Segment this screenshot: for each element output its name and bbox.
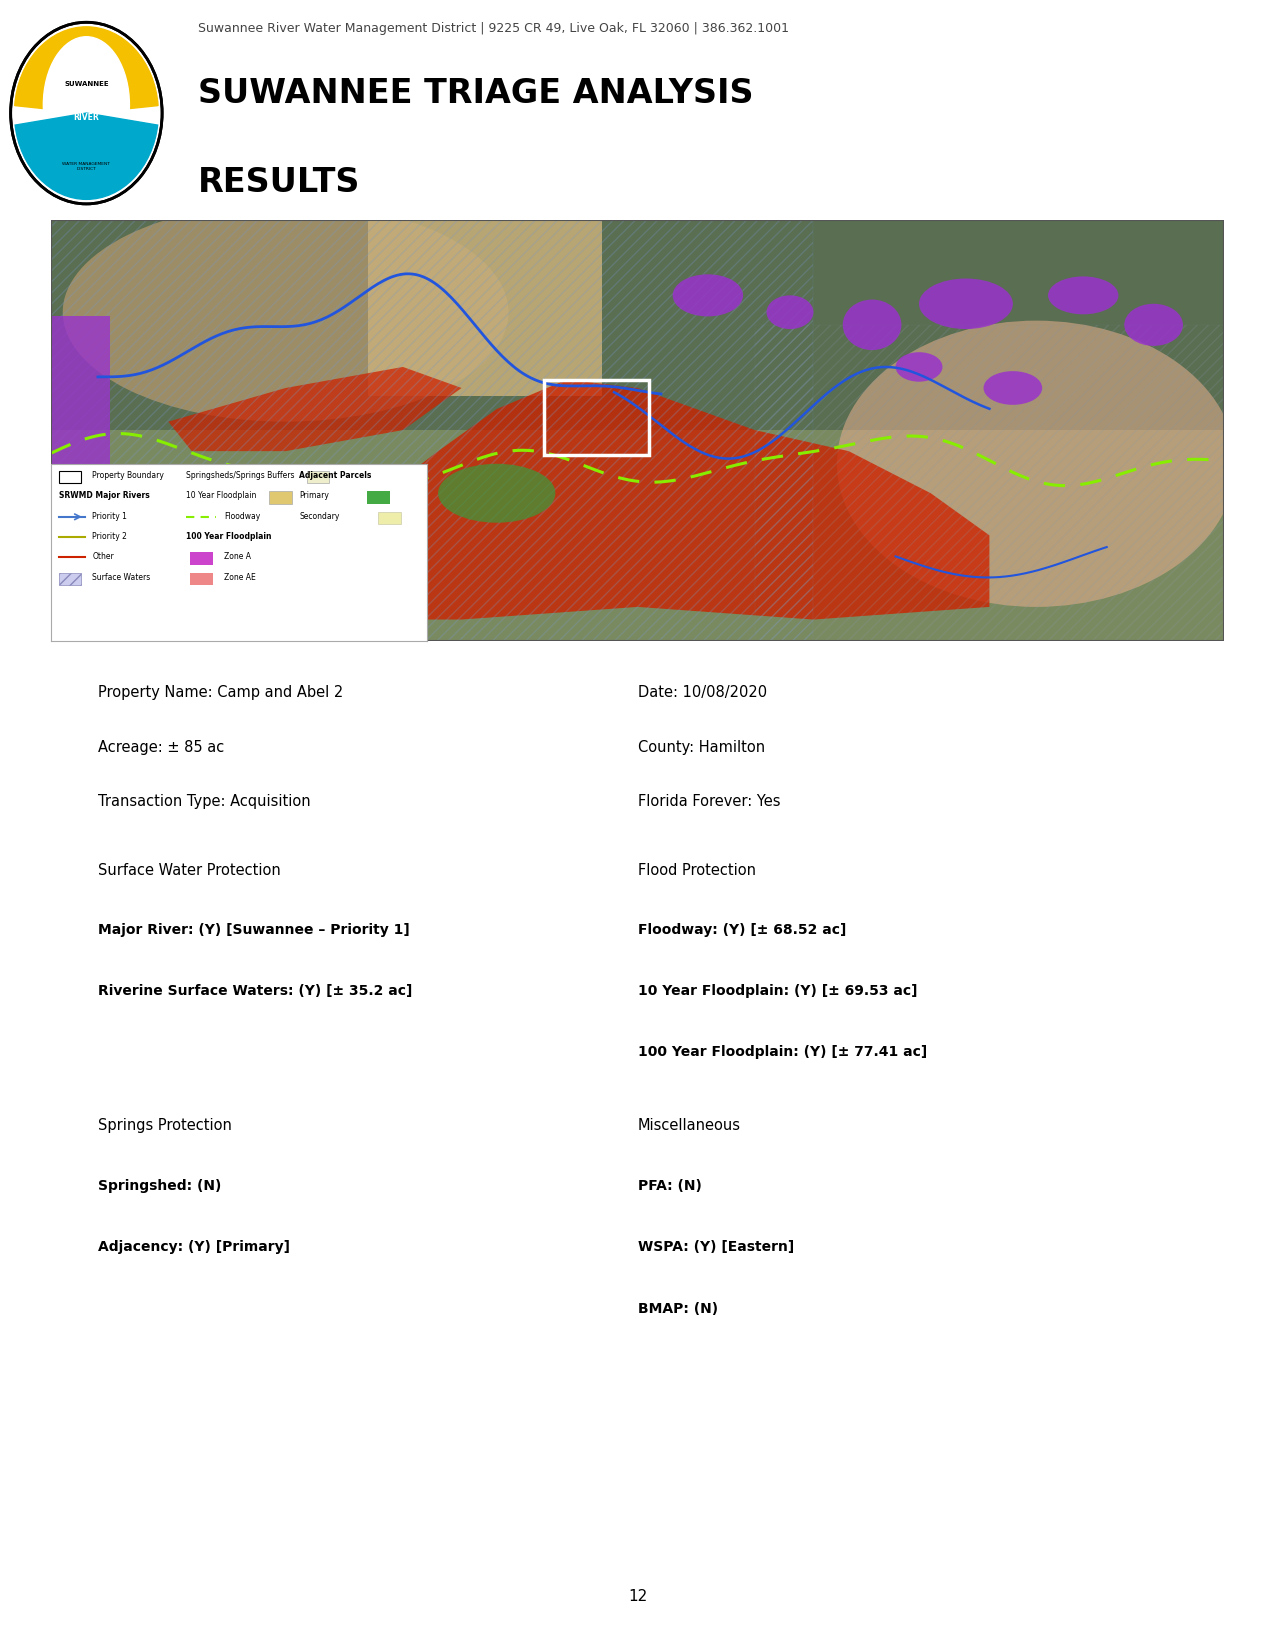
Text: Springsheds/Springs Buffers: Springsheds/Springs Buffers: [186, 471, 295, 480]
Ellipse shape: [766, 296, 813, 329]
Text: 12: 12: [627, 1588, 648, 1605]
Bar: [51, 220, 1224, 431]
Ellipse shape: [439, 464, 556, 523]
Ellipse shape: [1125, 304, 1183, 347]
Ellipse shape: [43, 36, 130, 173]
Text: Primary: Primary: [300, 492, 329, 500]
Wedge shape: [15, 26, 158, 112]
Text: WATER MANAGEMENT
DISTRICT: WATER MANAGEMENT DISTRICT: [62, 162, 111, 172]
Text: RESULTS: RESULTS: [198, 167, 360, 198]
Text: Priority 2: Priority 2: [92, 532, 128, 542]
Text: Property Boundary: Property Boundary: [92, 471, 164, 480]
Text: Surface Waters: Surface Waters: [92, 573, 150, 581]
Text: County: Hamilton: County: Hamilton: [638, 740, 765, 755]
Text: Riverine Surface Waters: (Y) [± 35.2 ac]: Riverine Surface Waters: (Y) [± 35.2 ac]: [98, 984, 412, 997]
Bar: [307, 471, 329, 484]
Wedge shape: [15, 112, 158, 200]
Text: Date: 10/08/2020: Date: 10/08/2020: [638, 685, 766, 700]
Text: Surface Water Protection: Surface Water Protection: [98, 863, 280, 878]
Bar: [190, 573, 213, 584]
Ellipse shape: [62, 203, 509, 421]
Text: Flood Protection: Flood Protection: [638, 863, 756, 878]
Text: 10 Year Floodplain: (Y) [± 69.53 ac]: 10 Year Floodplain: (Y) [± 69.53 ac]: [638, 984, 917, 997]
Text: SUWANNEE TRIAGE ANALYSIS: SUWANNEE TRIAGE ANALYSIS: [198, 78, 754, 111]
Ellipse shape: [919, 279, 1012, 329]
Text: Adjacent Parcels: Adjacent Parcels: [300, 471, 371, 480]
Ellipse shape: [895, 352, 942, 381]
Bar: [59, 471, 82, 484]
Polygon shape: [367, 220, 602, 396]
Text: Other: Other: [92, 551, 115, 561]
Text: Floodway: (Y) [± 68.52 ac]: Floodway: (Y) [± 68.52 ac]: [638, 923, 845, 936]
Text: Miscellaneous: Miscellaneous: [638, 1118, 741, 1133]
Text: Suwannee River Water Management District | 9225 CR 49, Live Oak, FL 32060 | 386.: Suwannee River Water Management District…: [198, 21, 789, 35]
Text: Transaction Type: Acquisition: Transaction Type: Acquisition: [98, 794, 311, 809]
Text: Zone AE: Zone AE: [224, 573, 256, 581]
Text: PFA: (N): PFA: (N): [638, 1179, 701, 1194]
Bar: [367, 492, 390, 504]
Ellipse shape: [1048, 276, 1118, 314]
Text: Adjacency: (Y) [Primary]: Adjacency: (Y) [Primary]: [98, 1240, 289, 1255]
Text: Florida Forever: Yes: Florida Forever: Yes: [638, 794, 780, 809]
Text: Property Name: Camp and Abel 2: Property Name: Camp and Abel 2: [98, 685, 343, 700]
Bar: [755, 325, 1224, 641]
Bar: [51, 431, 1224, 641]
Ellipse shape: [673, 274, 743, 317]
Text: SUWANNEE: SUWANNEE: [64, 81, 108, 88]
Text: Floodway: Floodway: [224, 512, 260, 520]
Polygon shape: [168, 367, 462, 451]
Ellipse shape: [843, 299, 901, 350]
Text: Major River: (Y) [Suwannee – Priority 1]: Major River: (Y) [Suwannee – Priority 1]: [98, 923, 409, 936]
Bar: [379, 512, 400, 523]
Text: 100 Year Floodplain: 100 Year Floodplain: [186, 532, 272, 542]
Text: Springs Protection: Springs Protection: [98, 1118, 232, 1133]
Ellipse shape: [983, 371, 1042, 404]
Polygon shape: [51, 380, 989, 619]
Bar: [98, 565, 191, 616]
Text: Priority 1: Priority 1: [92, 512, 128, 520]
Text: 100 Year Floodplain: (Y) [± 77.41 ac]: 100 Year Floodplain: (Y) [± 77.41 ac]: [638, 1045, 927, 1060]
Bar: [543, 380, 649, 456]
Text: 10 Year Floodplain: 10 Year Floodplain: [186, 492, 256, 500]
Text: BMAP: (N): BMAP: (N): [638, 1301, 718, 1316]
Text: Springshed: (N): Springshed: (N): [98, 1179, 222, 1194]
Text: WSPA: (Y) [Eastern]: WSPA: (Y) [Eastern]: [638, 1240, 794, 1255]
Bar: [51, 317, 110, 548]
Circle shape: [10, 21, 162, 205]
Bar: [51, 220, 813, 641]
Text: RIVER: RIVER: [74, 112, 99, 122]
Text: Acreage: ± 85 ac: Acreage: ± 85 ac: [98, 740, 224, 755]
Text: Zone A: Zone A: [224, 551, 251, 561]
Text: Secondary: Secondary: [300, 512, 339, 520]
Bar: [59, 573, 82, 584]
Bar: [269, 492, 292, 504]
Bar: [190, 551, 213, 565]
Ellipse shape: [836, 320, 1235, 608]
Text: SRWMD Major Rivers: SRWMD Major Rivers: [59, 492, 149, 500]
